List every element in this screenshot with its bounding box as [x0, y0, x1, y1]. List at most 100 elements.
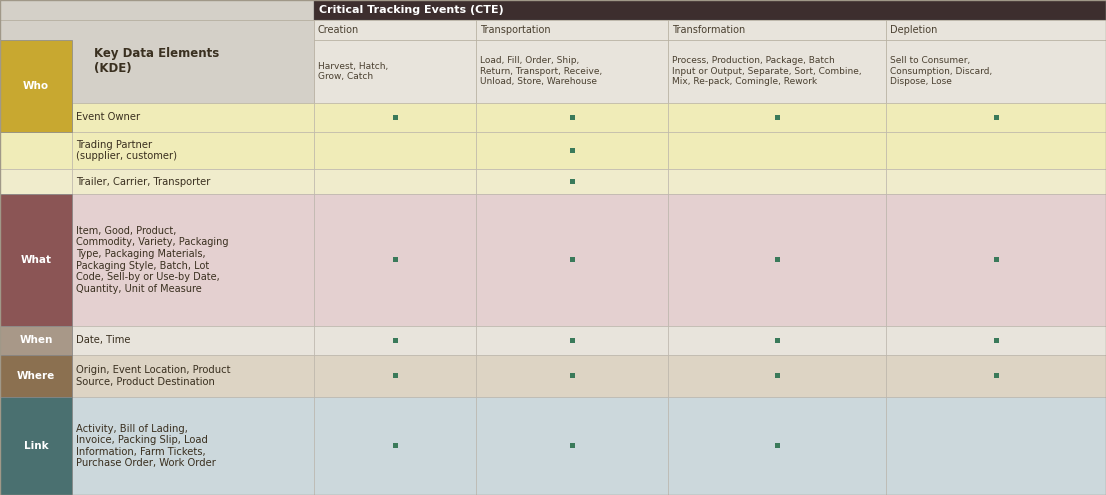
Bar [886, 40, 1106, 102]
Text: Process, Production, Package, Batch
Input or Output, Separate, Sort, Combine,
Mi: Process, Production, Package, Batch Inpu… [672, 56, 862, 86]
Bar [72, 169, 314, 194]
Bar [0, 102, 72, 132]
Text: Transformation: Transformation [672, 25, 745, 35]
Bar [314, 354, 476, 397]
Text: Depletion: Depletion [890, 25, 938, 35]
Text: Transportation: Transportation [480, 25, 551, 35]
Bar [72, 397, 314, 495]
Text: Harvest, Hatch,
Grow, Catch: Harvest, Hatch, Grow, Catch [319, 62, 388, 81]
Bar [774, 257, 780, 262]
Text: Date, Time: Date, Time [76, 335, 131, 345]
Text: Key Data Elements
(KDE): Key Data Elements (KDE) [94, 48, 220, 75]
Bar [476, 354, 668, 397]
Text: Where: Where [17, 371, 55, 381]
Bar [314, 326, 476, 354]
Bar [476, 20, 668, 40]
Text: Item, Good, Product,
Commodity, Variety, Packaging
Type, Packaging Materials,
Pa: Item, Good, Product, Commodity, Variety,… [76, 226, 229, 294]
Bar [774, 114, 780, 120]
Bar [393, 373, 397, 378]
Bar [393, 114, 397, 120]
Bar [0, 20, 314, 102]
Bar [570, 444, 574, 448]
Bar [570, 373, 574, 378]
Bar [476, 132, 668, 169]
Bar [72, 354, 314, 397]
Bar [886, 132, 1106, 169]
Bar [774, 338, 780, 343]
Bar [668, 132, 886, 169]
Bar [886, 102, 1106, 132]
Bar [886, 194, 1106, 326]
Bar [886, 20, 1106, 40]
Text: Link: Link [23, 441, 49, 451]
Bar [886, 354, 1106, 397]
Bar [314, 40, 476, 102]
Text: Origin, Event Location, Product
Source, Product Destination: Origin, Event Location, Product Source, … [76, 365, 230, 387]
Bar [668, 102, 886, 132]
Text: What: What [21, 255, 52, 265]
Bar [314, 20, 476, 40]
Bar [570, 338, 574, 343]
Bar [72, 194, 314, 326]
Bar [476, 326, 668, 354]
Text: Activity, Bill of Lading,
Invoice, Packing Slip, Load
Information, Farm Tickets,: Activity, Bill of Lading, Invoice, Packi… [76, 424, 216, 468]
Bar [570, 148, 574, 153]
Bar [668, 326, 886, 354]
Bar [886, 169, 1106, 194]
Bar [993, 373, 999, 378]
Bar [314, 132, 476, 169]
Bar [476, 40, 668, 102]
Bar [570, 114, 574, 120]
Bar [570, 179, 574, 184]
Bar [314, 169, 476, 194]
Text: Load, Fill, Order, Ship,
Return, Transport, Receive,
Unload, Store, Warehouse: Load, Fill, Order, Ship, Return, Transpo… [480, 56, 603, 86]
Bar [993, 338, 999, 343]
Bar [393, 257, 397, 262]
Bar [774, 444, 780, 448]
Text: Sell to Consumer,
Consumption, Discard,
Dispose, Lose: Sell to Consumer, Consumption, Discard, … [890, 56, 992, 86]
Bar [393, 444, 397, 448]
Text: Who: Who [23, 81, 49, 91]
Bar [314, 0, 1106, 20]
Bar [886, 326, 1106, 354]
Text: Trailer, Carrier, Transporter: Trailer, Carrier, Transporter [76, 177, 210, 187]
Bar [668, 169, 886, 194]
Bar [0, 194, 72, 326]
Bar [668, 20, 886, 40]
Bar [314, 194, 476, 326]
Text: Trading Partner
(supplier, customer): Trading Partner (supplier, customer) [76, 140, 177, 161]
Bar [0, 354, 72, 397]
Bar [993, 257, 999, 262]
Bar [774, 373, 780, 378]
Bar [993, 114, 999, 120]
Bar [570, 257, 574, 262]
Bar [72, 326, 314, 354]
Bar [0, 397, 72, 495]
Bar [72, 102, 314, 132]
Bar [0, 354, 72, 397]
Bar [476, 102, 668, 132]
Bar [393, 338, 397, 343]
Text: Critical Tracking Events (CTE): Critical Tracking Events (CTE) [319, 5, 503, 15]
Text: Event Owner: Event Owner [76, 112, 140, 122]
Bar [0, 194, 72, 326]
Bar [668, 194, 886, 326]
Bar [476, 169, 668, 194]
Text: When: When [19, 335, 53, 345]
Bar [314, 397, 476, 495]
Bar [72, 132, 314, 169]
Bar [0, 169, 72, 194]
Bar [886, 397, 1106, 495]
Bar [0, 40, 72, 132]
Bar [476, 397, 668, 495]
Bar [668, 40, 886, 102]
Bar [0, 132, 72, 169]
Bar [0, 326, 72, 354]
Bar [0, 397, 72, 495]
Bar [668, 397, 886, 495]
Bar [0, 326, 72, 354]
Bar [476, 194, 668, 326]
Bar [314, 102, 476, 132]
Bar [668, 354, 886, 397]
Text: Creation: Creation [319, 25, 359, 35]
